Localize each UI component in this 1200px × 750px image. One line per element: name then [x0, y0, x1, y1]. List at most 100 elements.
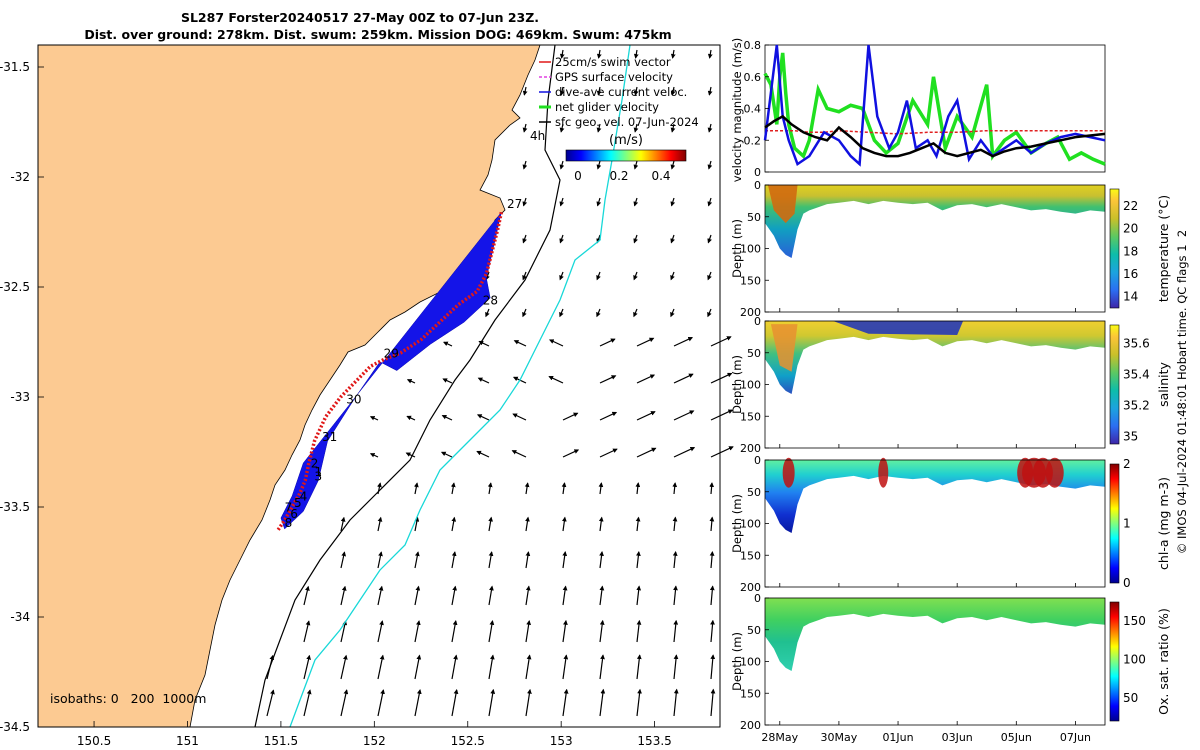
legend-dive-current-label: dive-ave current veloc.	[555, 85, 687, 99]
map-geo-arrow	[522, 160, 528, 170]
map-geo-arrow	[559, 197, 565, 207]
velocity-ytick-label: 0.2	[744, 134, 762, 147]
map-isobath-200	[254, 44, 561, 728]
map-geo-arrow	[670, 197, 676, 207]
section-ytick-label: 0	[754, 315, 761, 328]
map-geo-arrow	[596, 49, 602, 59]
map-geo-arrow	[524, 482, 530, 495]
map-geo-arrow	[709, 482, 715, 495]
velocity-ylabel: velocity magnitude (m/s)	[730, 38, 744, 183]
map-geo-arrow	[522, 86, 528, 96]
map-geo-arrow	[633, 49, 639, 59]
figure-title-line2: Dist. over ground: 278km. Dist. swum: 25…	[84, 27, 671, 42]
map-geo-arrow	[488, 585, 494, 606]
legend-gps-velocity: GPS surface velocity	[539, 70, 673, 84]
map-geo-arrow	[476, 414, 490, 421]
map-geo-arrow	[340, 689, 349, 717]
section-xtick-label: 01Jun	[882, 731, 913, 744]
legend-gps-velocity-label: GPS surface velocity	[555, 70, 673, 84]
map-geo-arrow	[599, 619, 605, 643]
map-day-label: 8	[285, 516, 293, 530]
map-geo-arrow	[673, 336, 694, 347]
section-colorbar-tick: 35.6	[1123, 337, 1150, 351]
legend-net-glider: net glider velocity	[539, 100, 659, 114]
section-ytick-label: 0	[754, 454, 761, 467]
map-xtick-label: 153	[550, 734, 573, 748]
map-geo-arrow	[442, 378, 453, 384]
velocity-panel: 0 0.2 0.4 0.6 0.8 velocity magnitude (m/s)	[730, 38, 1106, 183]
map-geo-arrow	[707, 123, 713, 133]
map-geo-arrow	[340, 585, 347, 606]
map-geo-arrow	[673, 619, 679, 643]
map-geo-arrow	[673, 654, 679, 680]
section-data-area	[765, 185, 1105, 258]
map-colorbar	[565, 149, 687, 162]
map-geo-arrow	[673, 447, 696, 458]
map-colorbar-tick-2: 0.4	[651, 169, 670, 183]
legend-swim-vector: 25cm/s swim vector	[539, 55, 671, 69]
velocity-y-axis: 0 0.2 0.4 0.6 0.8	[744, 39, 769, 179]
legend-swim-vector-label: 25cm/s swim vector	[555, 55, 671, 69]
section-ytick-label: 150	[740, 687, 761, 700]
map-geo-arrow	[599, 411, 618, 421]
map-geo-arrow	[707, 308, 712, 318]
section-x-axis: 28May 30May 01Jun 03Jun 05Jun 07Jun	[761, 731, 1091, 744]
section-ytick-label: 150	[740, 410, 761, 423]
map-geo-arrow	[599, 338, 616, 347]
section-ytick-label: 50	[747, 211, 761, 224]
velocity-ytick-label: 0.6	[744, 71, 762, 84]
map-geo-arrow	[377, 551, 383, 569]
map-geo-arrow	[377, 585, 384, 606]
map-geo-arrow	[710, 336, 732, 347]
section-colorbar-tick: 14	[1123, 290, 1138, 304]
map-geo-arrow	[562, 585, 568, 606]
section-chl-a: 0 50 100 150 200 Depth (m) 0 1 2 chl-a (mg m-3)	[730, 454, 1171, 594]
section-colorbar-tick: 22	[1123, 199, 1138, 213]
map-geo-arrow	[670, 49, 676, 59]
map-geo-arrow	[562, 449, 580, 458]
velocity-series	[763, 44, 1106, 167]
map-legend: 25cm/s swim vector GPS surface velocity …	[530, 55, 699, 183]
section-ytick-label: 200	[740, 442, 761, 455]
map-geo-arrow	[525, 551, 531, 569]
map-geo-arrow	[377, 689, 385, 717]
map-geo-arrow	[599, 654, 605, 680]
section-warm-core	[767, 185, 798, 224]
section-colorbar-tick: 16	[1123, 267, 1138, 281]
map-geo-arrow	[710, 446, 734, 458]
map-geo-arrow	[670, 271, 675, 281]
section-salinity: 0 50 100 150 200 Depth (m) 35 35.2 35.4 35.6 salin…	[730, 315, 1171, 455]
section-chl-patch	[1045, 457, 1064, 488]
velocity-series-line	[765, 129, 1105, 135]
credit-text: © IMOS 04-Jul-2024 01:48:01 Hobart time.…	[1175, 230, 1189, 554]
section-ytick-label: 100	[740, 379, 761, 392]
map-geo-arrow	[414, 585, 421, 606]
map-geo-arrow	[633, 160, 639, 170]
map-geo-arrow	[672, 482, 678, 495]
section-ytick-label: 150	[740, 274, 761, 287]
map-geo-arrow	[377, 620, 384, 643]
map-geo-arrow	[377, 654, 385, 680]
section-colorbar-label: temperature (°C)	[1156, 195, 1171, 302]
map-geo-arrow	[636, 447, 657, 458]
map-geo-arrow	[441, 415, 453, 421]
map-geo-arrow	[303, 689, 312, 717]
map-geo-arrow	[476, 450, 490, 458]
map-geo-arrow	[707, 86, 713, 96]
map-geo-arrow	[710, 688, 716, 717]
map-geo-arrow	[511, 450, 527, 458]
section-colorbar-tick: 150	[1123, 614, 1146, 628]
map-geo-arrow	[266, 689, 275, 717]
velocity-series-line	[763, 44, 1106, 167]
map-ytick-label: -32	[10, 170, 30, 184]
map-geo-arrow	[414, 689, 422, 717]
section-colorbar	[1109, 601, 1120, 722]
map-geo-arrow	[414, 516, 420, 532]
map-geo-arrow	[340, 654, 348, 680]
map-geo-arrow	[522, 271, 527, 281]
map-isobath-1000	[289, 44, 631, 728]
map-day-label: 2	[311, 456, 319, 470]
